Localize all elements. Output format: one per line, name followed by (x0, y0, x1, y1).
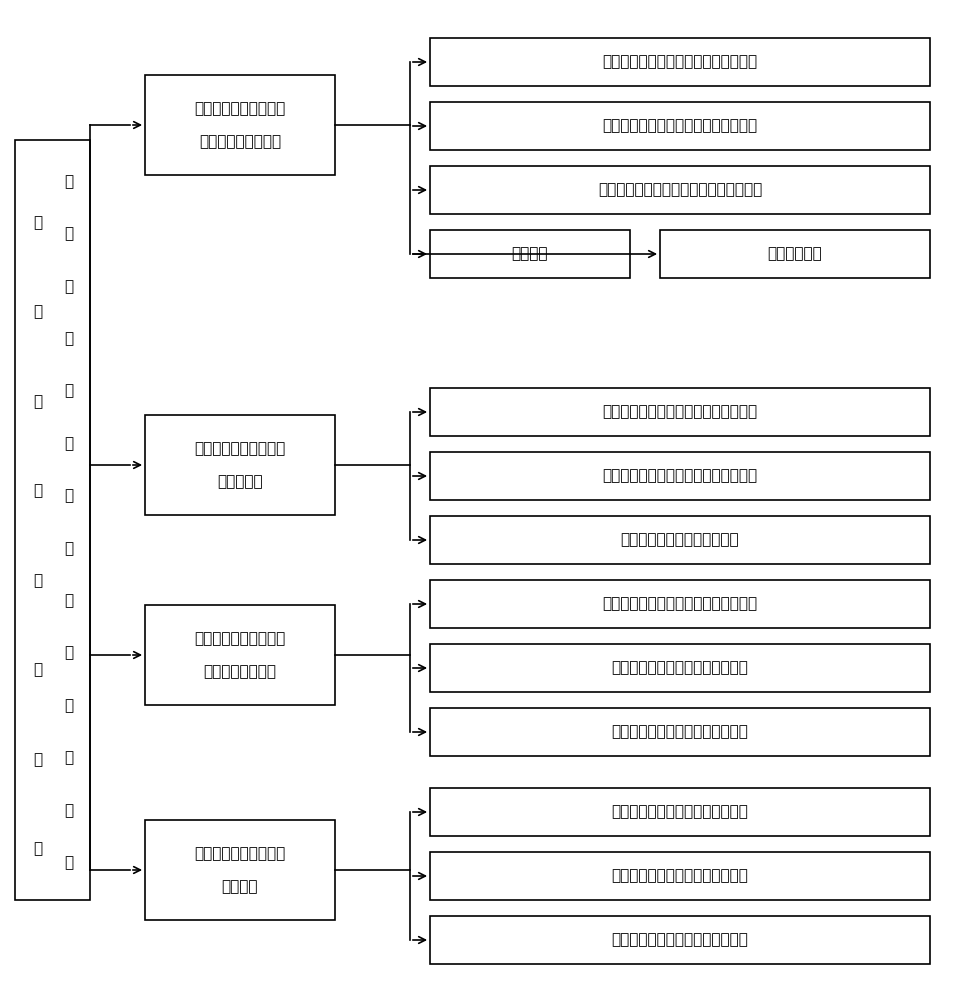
Text: 统: 统 (33, 841, 42, 856)
Text: 平板重力感应系统诱发的飞行操作模块: 平板重力感应系统诱发的飞行操作模块 (603, 54, 758, 70)
Bar (430, 708, 930, 756)
Bar (430, 38, 930, 86)
Bar (430, 452, 930, 500)
Text: 统: 统 (64, 750, 74, 765)
Bar (430, 852, 930, 900)
Text: 设置飞行模拟的任务内容和参数的模块: 设置飞行模拟的任务内容和参数的模块 (603, 596, 758, 611)
Bar (430, 230, 630, 278)
Text: 任: 任 (33, 573, 42, 588)
Text: 电: 电 (64, 384, 74, 399)
Text: 行操作和飞行监控共同呈现的双任务模块: 行操作和飞行监控共同呈现的双任务模块 (598, 182, 763, 198)
Text: 的: 的 (64, 803, 74, 818)
Bar (660, 230, 930, 278)
Text: 休息模块: 休息模块 (512, 246, 548, 261)
Text: 行: 行 (33, 215, 42, 230)
Text: 务: 务 (33, 662, 42, 677)
Text: 模: 模 (33, 305, 42, 320)
Text: 管理飞行模拟研究者的账户的模块: 管理飞行模拟研究者的账户的模块 (611, 724, 748, 739)
Text: 于: 于 (64, 226, 74, 241)
Text: 飞: 飞 (64, 855, 74, 870)
Text: 双: 双 (33, 483, 42, 498)
Text: 感: 感 (64, 593, 74, 608)
Bar (430, 102, 930, 150)
Text: 飞行模拟科目成绩的即时观测模块: 飞行模拟科目成绩的即时观测模块 (611, 868, 748, 883)
Bar (145, 820, 335, 920)
Text: 脑: 脑 (64, 436, 74, 451)
Text: 飞行模拟的监控和数据: 飞行模拟的监控和数据 (194, 846, 285, 861)
Bar (430, 916, 930, 964)
Text: 设置飞行模拟的持续时间和顺序的模块: 设置飞行模拟的持续时间和顺序的模块 (603, 468, 758, 484)
Text: 基于平板电脑重力系统: 基于平板电脑重力系统 (194, 101, 285, 116)
Text: 重: 重 (64, 488, 74, 503)
Bar (430, 516, 930, 564)
Text: 分配受试者飞行模拟的机位的模块: 分配受试者飞行模拟的机位的模块 (611, 660, 748, 675)
Text: 参与者飞行模拟模型使: 参与者飞行模拟模型使 (194, 631, 285, 646)
Bar (430, 644, 930, 692)
Text: 拟: 拟 (33, 394, 42, 409)
Text: 力: 力 (64, 541, 74, 556)
Text: 飞行模拟报表下载和数据分析模块: 飞行模拟报表下载和数据分析模块 (611, 932, 748, 947)
Text: 平板视觉呈现系统诱发的飞行监控模块: 平板视觉呈现系统诱发的飞行监控模块 (603, 118, 758, 133)
Text: 应: 应 (64, 646, 74, 661)
Text: 测试介绍模块: 测试介绍模块 (767, 246, 822, 261)
Bar (15, 140, 90, 900)
Bar (430, 388, 930, 436)
Text: 的飞行模拟操作单元: 的飞行模拟操作单元 (199, 134, 281, 149)
Text: 飞行模拟实施状态的即时监控模块: 飞行模拟实施状态的即时监控模块 (611, 804, 748, 819)
Text: 板: 板 (64, 331, 74, 346)
Bar (145, 605, 335, 705)
Bar (430, 166, 930, 214)
Text: 计算机服务器的飞行科: 计算机服务器的飞行科 (194, 441, 285, 456)
Text: 设置飞行模拟的任务内容和参数的模块: 设置飞行模拟的任务内容和参数的模块 (603, 404, 758, 420)
Bar (145, 75, 335, 175)
Bar (430, 580, 930, 628)
Text: 分析单元: 分析单元 (221, 879, 259, 894)
Text: 目设计单元: 目设计单元 (217, 474, 262, 489)
Bar (145, 415, 335, 515)
Text: 系: 系 (33, 752, 42, 767)
Text: 系: 系 (64, 698, 74, 713)
Text: 设置飞行模拟的节目单的模块: 设置飞行模拟的节目单的模块 (621, 532, 740, 547)
Bar (430, 788, 930, 836)
Text: 用环境的管理单元: 用环境的管理单元 (203, 664, 277, 679)
Text: 基: 基 (64, 174, 74, 189)
Text: 平: 平 (64, 279, 74, 294)
